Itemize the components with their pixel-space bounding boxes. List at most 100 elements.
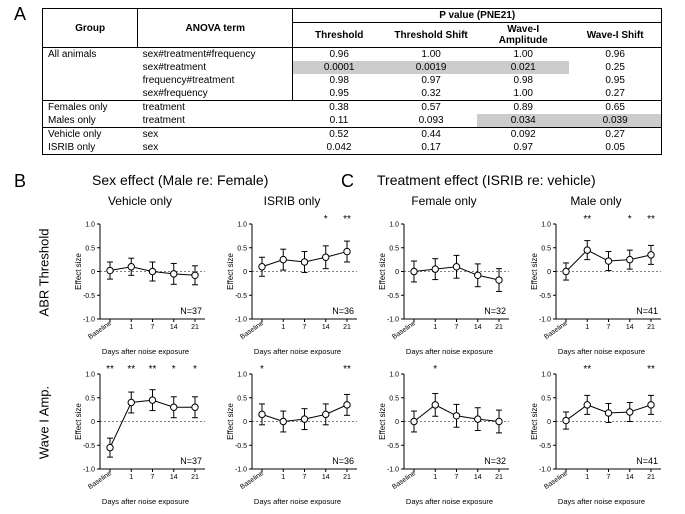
table-cell-val: 0.27 [569,87,661,101]
svg-text:1.0: 1.0 [85,372,95,379]
svg-text:7: 7 [455,474,459,481]
svg-text:1: 1 [281,324,285,331]
svg-text:-0.5: -0.5 [539,443,551,450]
svg-text:7: 7 [607,474,611,481]
table-cell-group: Males only [43,114,138,128]
svg-text:**: ** [343,214,351,225]
table-cell-term: treatment [138,114,293,128]
svg-text:14: 14 [170,474,178,481]
x-axis-label: Days after noise exposure [532,347,671,356]
pvalue-table: Group ANOVA term P value (PNE21) Thresho… [42,8,662,155]
table-cell-val: 0.96 [293,48,385,62]
table-cell-val: 0.95 [569,74,661,87]
table-cell-term: sex#treatment#frequency [138,48,293,62]
svg-text:1: 1 [281,474,285,481]
svg-text:14: 14 [170,324,178,331]
svg-text:-1.0: -1.0 [539,317,551,324]
svg-text:Effect size: Effect size [530,403,539,440]
svg-text:**: ** [647,364,655,375]
col-group: Group [43,9,138,48]
panel-label-c: C [341,171,354,192]
svg-text:1.0: 1.0 [237,372,247,379]
chart-r1c2: -1.0-0.500.51.0Baseline171421Effect size… [374,360,499,506]
svg-text:1.0: 1.0 [85,222,95,229]
svg-text:1: 1 [433,324,437,331]
table-cell-val: 0.27 [569,128,661,142]
col-threshold: Threshold [293,23,385,48]
section-c-title: Treatment effect (ISRIB re: vehicle) [377,172,596,188]
table-cell-val: 0.38 [293,101,385,115]
svg-text:14: 14 [474,324,482,331]
svg-text:0.5: 0.5 [389,245,399,252]
section-b-title: Sex effect (Male re: Female) [92,172,268,188]
table-cell-val: 0.32 [385,87,477,101]
svg-text:0: 0 [395,269,399,276]
svg-text:0: 0 [547,419,551,426]
svg-text:0: 0 [91,269,95,276]
svg-text:1.0: 1.0 [237,222,247,229]
svg-text:1: 1 [585,324,589,331]
table-cell-val: 0.95 [293,87,385,101]
table-cell-val: 0.0019 [385,61,477,74]
svg-text:0.5: 0.5 [541,245,551,252]
svg-text:N=37: N=37 [180,306,202,316]
table-cell-val: 0.97 [385,74,477,87]
svg-text:-1.0: -1.0 [539,467,551,474]
table-cell-term: frequency#treatment [138,74,293,87]
svg-text:21: 21 [343,474,351,481]
svg-text:**: ** [583,364,591,375]
svg-text:**: ** [343,364,351,375]
svg-text:Effect size: Effect size [74,253,83,290]
svg-text:**: ** [583,214,591,225]
coltitle-female: Female only [384,194,504,208]
table-cell-group [43,74,138,87]
table-cell-val: 0.039 [569,114,661,128]
svg-text:1.0: 1.0 [541,222,551,229]
svg-text:*: * [433,364,437,375]
panel-label-b: B [14,171,26,192]
table-cell-val: 0.17 [385,141,477,155]
svg-text:14: 14 [322,474,330,481]
svg-text:1: 1 [129,324,133,331]
svg-text:7: 7 [303,324,307,331]
chart-r0c0: -1.0-0.500.51.0Baseline171421Effect size… [70,210,195,356]
svg-text:N=41: N=41 [636,456,658,466]
x-axis-label: Days after noise exposure [228,497,367,506]
svg-text:-1.0: -1.0 [387,467,399,474]
table-cell-val: 0.0001 [293,61,385,74]
col-wave-amp: Wave-I Amplitude [477,23,569,48]
svg-text:-0.5: -0.5 [387,443,399,450]
table-cell-val: 0.98 [293,74,385,87]
svg-text:21: 21 [343,324,351,331]
coltitle-vehicle: Vehicle only [80,194,200,208]
svg-text:0.5: 0.5 [541,395,551,402]
svg-text:-0.5: -0.5 [83,293,95,300]
x-axis-label: Days after noise exposure [380,497,519,506]
svg-text:-0.5: -0.5 [83,443,95,450]
table-cell-val: 0.44 [385,128,477,142]
svg-text:0.5: 0.5 [85,245,95,252]
svg-text:1: 1 [585,474,589,481]
svg-text:1: 1 [433,474,437,481]
table-cell-group: All animals [43,48,138,62]
svg-text:*: * [193,364,197,375]
chart-r1c3: -1.0-0.500.51.0Baseline171421Effect size… [526,360,651,506]
svg-text:0: 0 [243,419,247,426]
col-pvalue: P value (PNE21) [293,9,662,23]
x-axis-label: Days after noise exposure [76,347,215,356]
svg-text:-1.0: -1.0 [83,317,95,324]
svg-text:21: 21 [191,474,199,481]
svg-text:1: 1 [129,474,133,481]
svg-text:0: 0 [547,269,551,276]
svg-text:-0.5: -0.5 [539,293,551,300]
svg-text:-0.5: -0.5 [387,293,399,300]
col-anova: ANOVA term [138,9,293,48]
svg-text:*: * [628,214,632,225]
svg-text:-0.5: -0.5 [235,443,247,450]
svg-text:-1.0: -1.0 [235,467,247,474]
anova-table: Group ANOVA term P value (PNE21) Thresho… [42,8,662,155]
col-wave-shift: Wave-I Shift [569,23,661,48]
table-cell-val: 0.52 [293,128,385,142]
svg-text:14: 14 [626,474,634,481]
svg-text:*: * [324,214,328,225]
